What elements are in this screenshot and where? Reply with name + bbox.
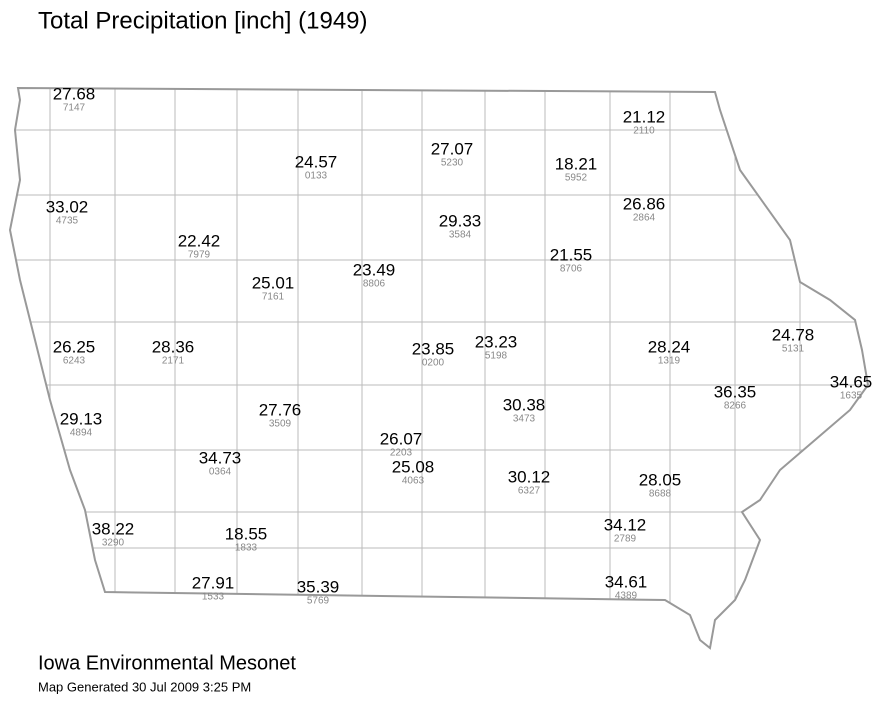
station-id: 5952 bbox=[565, 173, 588, 184]
station-value: 34.65 bbox=[830, 372, 873, 391]
station-id: 8806 bbox=[363, 279, 386, 290]
station-value: 26.07 bbox=[380, 429, 423, 448]
station-value: 25.08 bbox=[392, 457, 435, 476]
station-id: 0364 bbox=[209, 467, 232, 478]
station-id: 5230 bbox=[441, 158, 464, 169]
station-value: 36.35 bbox=[714, 382, 757, 401]
station-value: 18.55 bbox=[225, 524, 268, 543]
station-id: 8688 bbox=[649, 489, 672, 500]
station-id: 2171 bbox=[162, 356, 185, 367]
station-value: 34.73 bbox=[199, 448, 242, 467]
station-value: 35.39 bbox=[297, 577, 340, 596]
station-id: 2110 bbox=[633, 126, 655, 137]
station-value: 29.33 bbox=[439, 211, 482, 230]
station-value: 34.61 bbox=[605, 572, 648, 591]
station-value: 18.21 bbox=[555, 154, 598, 173]
station-id: 1635 bbox=[840, 391, 863, 402]
station-id: 6327 bbox=[518, 486, 541, 497]
station-value: 33.02 bbox=[46, 197, 89, 216]
station-id: 5769 bbox=[307, 596, 330, 607]
station-id: 0133 bbox=[305, 171, 328, 182]
station-value: 28.24 bbox=[648, 337, 691, 356]
station-id: 7147 bbox=[63, 103, 86, 114]
station-value: 30.38 bbox=[503, 395, 546, 414]
station-value: 23.23 bbox=[475, 332, 518, 351]
station-id: 3290 bbox=[102, 538, 125, 549]
station-value: 23.85 bbox=[412, 339, 455, 358]
station-id: 4063 bbox=[402, 476, 425, 487]
footer-generated: Map Generated 30 Jul 2009 3:25 PM bbox=[38, 679, 251, 694]
station-id: 7161 bbox=[262, 292, 285, 303]
station-value: 27.07 bbox=[431, 139, 474, 158]
station-value: 26.25 bbox=[53, 337, 96, 356]
station-value: 27.76 bbox=[259, 400, 302, 419]
county-grid bbox=[10, 88, 868, 648]
station-id: 3473 bbox=[513, 414, 536, 425]
station-value: 28.36 bbox=[152, 337, 195, 356]
station-value: 21.12 bbox=[623, 107, 666, 126]
station-id: 4735 bbox=[56, 216, 79, 227]
station-value: 21.55 bbox=[550, 245, 593, 264]
station-value: 28.05 bbox=[639, 470, 682, 489]
station-id: 4389 bbox=[615, 591, 638, 602]
station-value: 26.86 bbox=[623, 194, 666, 213]
station-id: 1319 bbox=[658, 356, 681, 367]
station-value: 24.57 bbox=[295, 152, 338, 171]
station-value: 24.78 bbox=[772, 325, 815, 344]
station-id: 6243 bbox=[63, 356, 86, 367]
station-id: 0200 bbox=[422, 358, 445, 369]
footer-org: Iowa Environmental Mesonet bbox=[38, 652, 296, 674]
station-id: 2789 bbox=[614, 534, 637, 545]
station-id: 3509 bbox=[269, 419, 292, 430]
station-id: 3584 bbox=[449, 230, 472, 241]
station-id: 7979 bbox=[188, 250, 211, 261]
station-value: 34.12 bbox=[604, 515, 647, 534]
station-id: 8266 bbox=[724, 401, 747, 412]
station-id: 2203 bbox=[390, 448, 413, 459]
station-value: 25.01 bbox=[252, 273, 295, 292]
station-id: 4894 bbox=[70, 428, 93, 439]
station-value: 23.49 bbox=[353, 260, 396, 279]
station-id: 2864 bbox=[633, 213, 656, 224]
station-value: 27.68 bbox=[53, 84, 96, 103]
station-value: 29.13 bbox=[60, 409, 103, 428]
station-value: 38.22 bbox=[92, 519, 135, 538]
map-title: Total Precipitation [inch] (1949) bbox=[38, 7, 368, 34]
station-id: 1533 bbox=[202, 592, 225, 603]
station-value: 30.12 bbox=[508, 467, 551, 486]
station-id: 8706 bbox=[560, 264, 583, 275]
station-id: 5198 bbox=[485, 351, 508, 362]
station-id: 5131 bbox=[782, 344, 805, 355]
station-id: 1833 bbox=[235, 543, 258, 554]
station-value: 27.91 bbox=[192, 573, 235, 592]
station-value: 22.42 bbox=[178, 231, 221, 250]
